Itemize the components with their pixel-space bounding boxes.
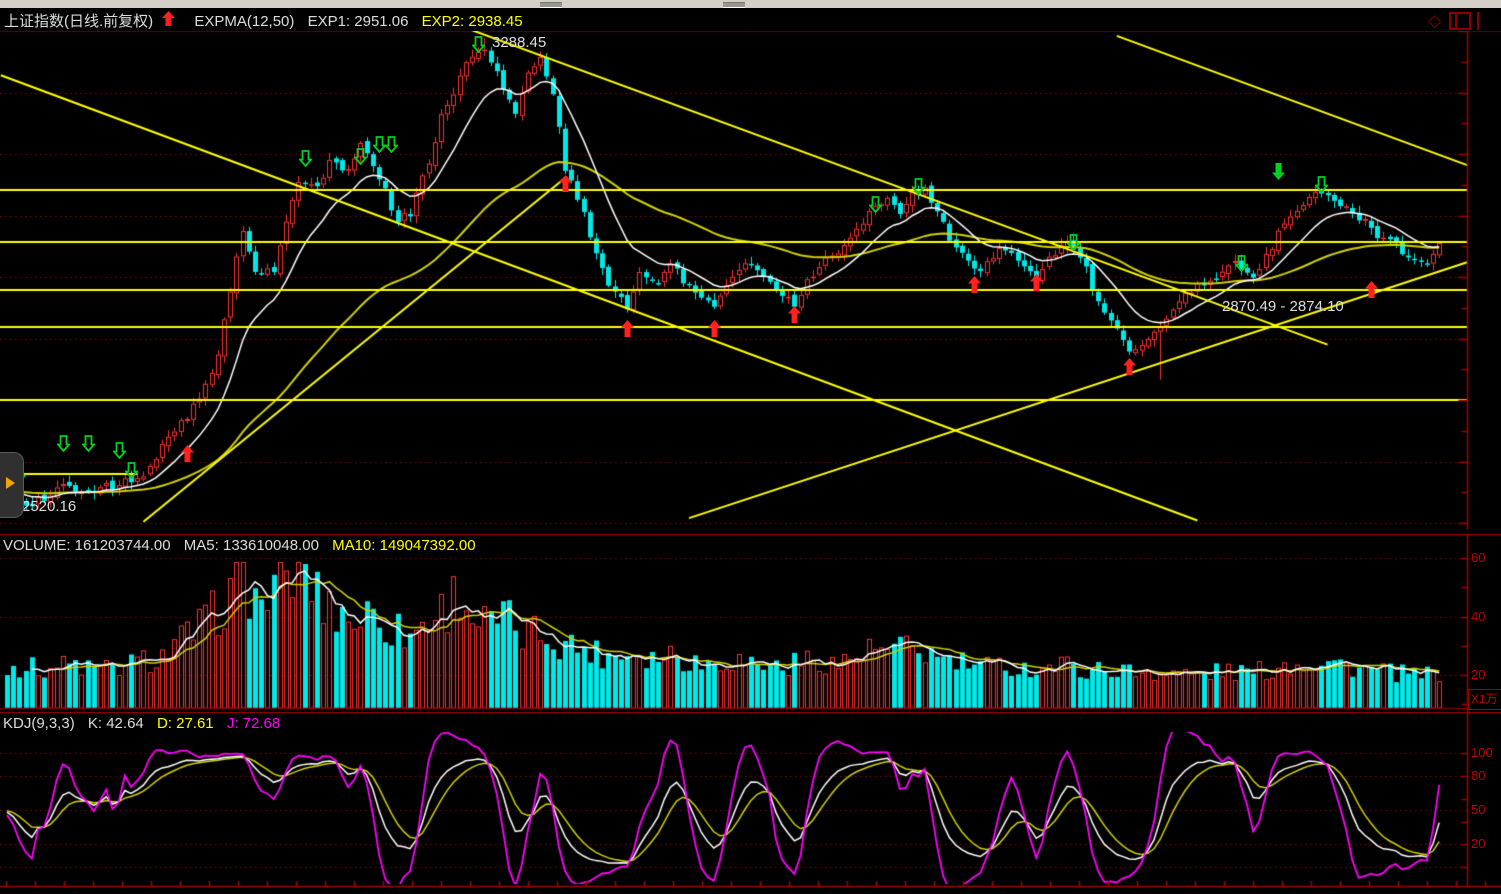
sell-signal-arrow <box>384 136 400 154</box>
volume-value: VOLUME: 161203744.00 <box>3 537 171 554</box>
sell-signal-arrow <box>111 441 127 460</box>
kdj-canvas[interactable] <box>0 712 1501 894</box>
volume-ma10-value: MA10: 149047392.00 <box>332 537 476 554</box>
indicator-name: EXPMA(12,50) <box>194 13 295 30</box>
sell-signal-arrow <box>124 462 139 480</box>
kdj-axis-tick-label: 80 <box>1471 768 1486 783</box>
main-chart-canvas[interactable] <box>0 31 1501 530</box>
sidebar-expand-toggle[interactable] <box>0 452 24 518</box>
sell-signal-arrow <box>1314 176 1330 194</box>
volume-ma5-value: MA5: 133610048.00 <box>183 537 319 554</box>
volume-canvas[interactable] <box>0 534 1501 712</box>
peak-price-label: 3288.45 <box>492 34 547 51</box>
volume-axis-tick-label: 40 <box>1471 609 1486 624</box>
window-icon-divider <box>1455 14 1458 28</box>
kdj-axis-tick-label: 100 <box>1471 745 1493 760</box>
toolbar-groove-right <box>723 2 745 8</box>
exp1-value: EXP1: 2951.06 <box>307 13 409 30</box>
sell-signal-arrow <box>1066 234 1082 252</box>
buy-signal-arrow <box>621 320 634 338</box>
pane-corner-icons: ◇ <box>1428 11 1480 31</box>
up-arrow-icon <box>162 11 176 30</box>
diamond-icon[interactable]: ◇ <box>1428 11 1442 30</box>
kdj-axis-tick-label: 20 <box>1471 836 1486 851</box>
window-top-strip <box>0 0 1501 8</box>
buy-signal-arrow <box>1123 358 1137 376</box>
buy-signal-arrow <box>707 320 721 338</box>
gap-zone-label: 2870.49 - 2874.10 <box>1222 298 1344 315</box>
axis-top-tick <box>1477 12 1480 30</box>
sell-signal-arrow <box>55 435 71 453</box>
toolbar-groove-left <box>540 2 562 8</box>
main-chart-header: 上证指数(日线.前复权) EXPMA(12,50) EXP1: 2951.06 … <box>4 10 532 31</box>
symbol-title: 上证指数(日线.前复权) <box>4 13 154 30</box>
volume-axis-tick-label: 20 <box>1471 667 1486 682</box>
volume-unit-box: X1万 <box>1468 689 1501 710</box>
kdj-j-value: J: 72.68 <box>226 715 281 732</box>
kdj-axis-tick-label: 50 <box>1471 802 1486 817</box>
sell-signal-arrow <box>1233 254 1249 273</box>
buy-signal-arrow <box>788 305 802 323</box>
buy-signal-arrow <box>968 275 982 293</box>
kdj-d-value: D: 27.61 <box>156 715 214 732</box>
buy-signal-arrow <box>1030 273 1044 291</box>
sell-signal-arrow <box>353 147 369 166</box>
exp2-value: EXP2: 2938.45 <box>421 13 523 30</box>
sell-signal-arrow <box>80 435 96 453</box>
kdj-k-value: K: 42.64 <box>87 715 144 732</box>
sell-signal-arrow <box>911 178 927 196</box>
buy-signal-arrow <box>559 174 572 192</box>
sell-signal-arrow <box>297 149 313 168</box>
expand-arrow-icon <box>6 477 15 489</box>
sell-signal-arrow <box>372 136 387 154</box>
volume-axis-tick-label: 60 <box>1471 550 1486 565</box>
buy-signal-arrow <box>180 444 194 462</box>
sell-signal-arrow <box>868 195 883 214</box>
split-window-icon[interactable] <box>1449 12 1472 30</box>
kdj-header: KDJ(9,3,3) K: 42.64 D: 27.61 J: 72.68 <box>3 715 289 732</box>
kdj-name: KDJ(9,3,3) <box>3 715 75 732</box>
buy-signal-arrow <box>1365 280 1378 298</box>
sell-signal-arrow <box>471 36 487 54</box>
low-price-label: 2520.16 <box>22 498 77 515</box>
volume-header: VOLUME: 161203744.00 MA5: 133610048.00 M… <box>3 537 485 554</box>
sell-signal-arrow <box>1272 163 1285 181</box>
